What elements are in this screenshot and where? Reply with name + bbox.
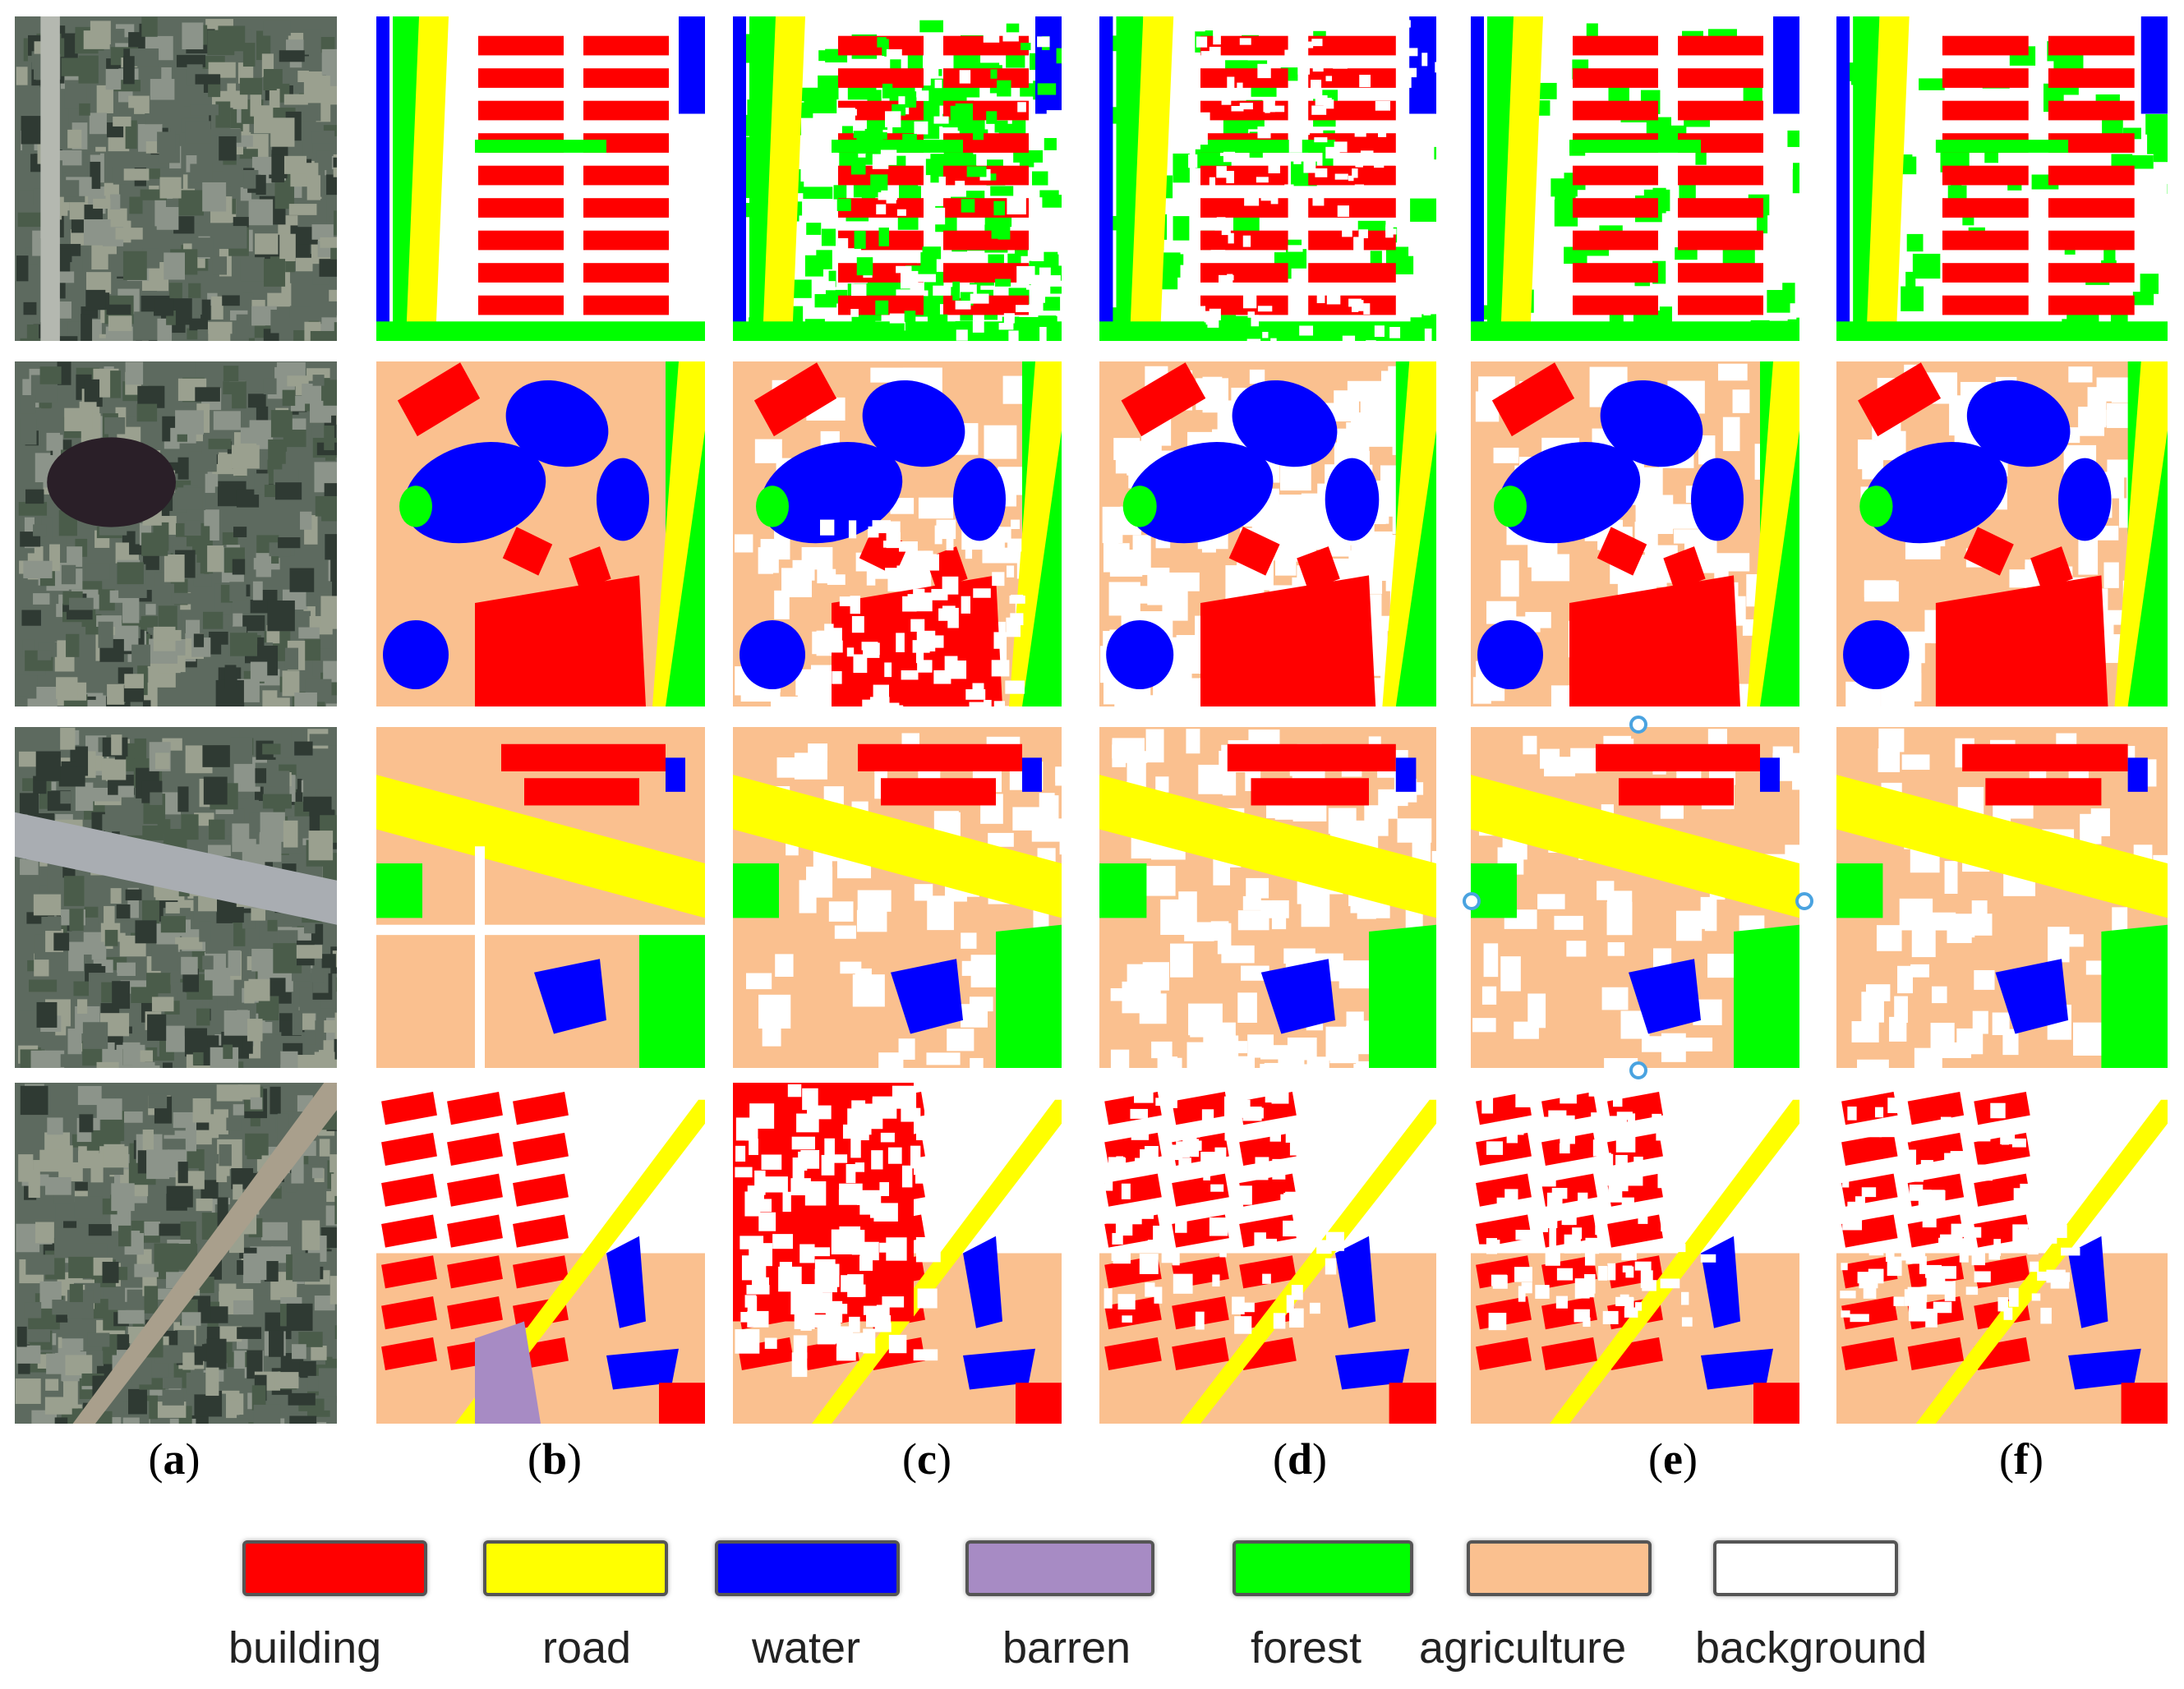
segmentation-map-row-4-col-c [733, 1083, 1062, 1424]
segmentation-map-row-3-col-c [733, 727, 1062, 1068]
segmentation-map-row-1-col-c [733, 16, 1062, 341]
aerial-image-row-3 [15, 727, 337, 1068]
legend-label-building: building [228, 1623, 382, 1673]
selection-handle-top[interactable] [1629, 716, 1647, 734]
legend-swatch-background [1713, 1540, 1898, 1596]
segmentation-map-row-3-col-f [1836, 727, 2168, 1068]
column-label-e: (e) [1648, 1434, 1698, 1484]
legend-swatch-agriculture [1467, 1540, 1652, 1596]
segmentation-map-row-4-col-e [1471, 1083, 1799, 1424]
aerial-image-row-2 [15, 361, 337, 706]
segmentation-map-row-3-col-b [376, 727, 705, 1068]
legend-label-water: water [752, 1623, 861, 1673]
column-label-a: (a) [148, 1434, 200, 1484]
segmentation-map-row-1-col-f [1836, 16, 2168, 341]
legend-label-barren: barren [1002, 1623, 1131, 1673]
selection-handle-left[interactable] [1463, 892, 1481, 910]
legend-label-background: background [1695, 1623, 1928, 1673]
segmentation-map-row-2-col-d [1099, 361, 1436, 706]
segmentation-map-row-2-col-f [1836, 361, 2168, 706]
legend-label-agriculture: agriculture [1419, 1623, 1627, 1673]
segmentation-map-row-4-col-f [1836, 1083, 2168, 1424]
segmentation-map-row-2-col-e [1471, 361, 1799, 706]
legend-swatch-forest [1233, 1540, 1413, 1596]
segmentation-map-row-1-col-e [1471, 16, 1799, 341]
column-label-d: (d) [1272, 1434, 1327, 1484]
segmentation-map-row-2-col-b [376, 361, 705, 706]
column-label-f: (f) [1999, 1434, 2043, 1484]
aerial-image-row-1 [15, 16, 337, 341]
selection-handle-bottom[interactable] [1629, 1061, 1647, 1079]
aerial-image-row-4 [15, 1083, 337, 1424]
segmentation-map-row-3-col-e [1471, 727, 1799, 1068]
legend-swatch-road [483, 1540, 668, 1596]
legend-swatch-building [242, 1540, 427, 1596]
segmentation-map-row-1-col-d [1099, 16, 1436, 341]
column-label-b: (b) [527, 1434, 582, 1484]
segmentation-map-row-4-col-d [1099, 1083, 1436, 1424]
legend-label-road: road [542, 1623, 632, 1673]
legend-label-forest: forest [1251, 1623, 1362, 1673]
legend-swatch-barren [965, 1540, 1154, 1596]
selection-handle-right[interactable] [1795, 892, 1813, 910]
segmentation-map-row-2-col-c [733, 361, 1062, 706]
legend-swatch-water [715, 1540, 900, 1596]
segmentation-map-row-4-col-b [376, 1083, 705, 1424]
segmentation-map-row-3-col-d [1099, 727, 1436, 1068]
column-label-c: (c) [902, 1434, 951, 1484]
segmentation-map-row-1-col-b [376, 16, 705, 341]
